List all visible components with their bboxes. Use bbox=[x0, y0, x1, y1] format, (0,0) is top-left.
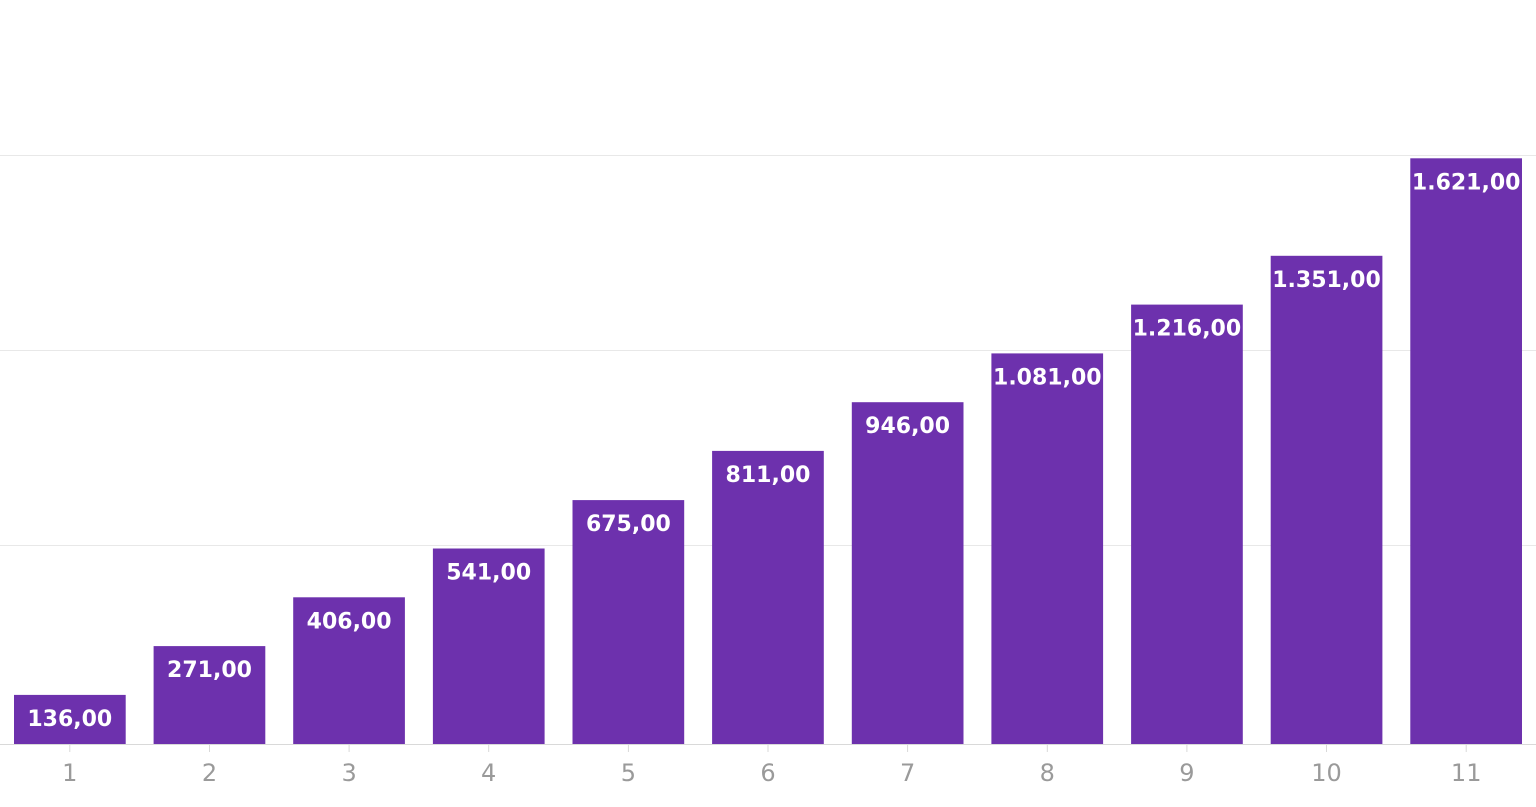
x-tick-label-1: 1 bbox=[62, 759, 77, 787]
x-tick-label-4: 4 bbox=[481, 759, 496, 787]
x-tick-label-5: 5 bbox=[621, 759, 636, 787]
bar-5[interactable] bbox=[572, 500, 685, 744]
data-label-9: 1.216,00 bbox=[1133, 317, 1242, 342]
data-label-4: 541,00 bbox=[446, 561, 531, 586]
bars bbox=[14, 158, 1522, 745]
x-axis: 1 2 3 4 5 6 7 8 9 10 11 bbox=[0, 744, 1536, 787]
data-label-2: 271,00 bbox=[167, 658, 252, 683]
bar-2[interactable] bbox=[153, 646, 266, 744]
bar-4[interactable] bbox=[432, 548, 545, 745]
data-label-1: 136,00 bbox=[27, 707, 112, 732]
bar-7[interactable] bbox=[851, 402, 964, 744]
data-labels: 136,00 271,00 406,00 541,00 675,00 811,00 946,… bbox=[27, 170, 1520, 732]
x-tick-label-3: 3 bbox=[341, 759, 356, 787]
data-label-3: 406,00 bbox=[307, 609, 392, 634]
bar-1[interactable] bbox=[14, 694, 126, 744]
bar-8[interactable] bbox=[991, 353, 1104, 744]
x-tick-label-8: 8 bbox=[1040, 759, 1055, 787]
bar-10[interactable] bbox=[1270, 255, 1383, 745]
bar-6[interactable] bbox=[712, 450, 824, 744]
bar-11[interactable] bbox=[1410, 158, 1522, 745]
data-label-6: 811,00 bbox=[726, 463, 811, 488]
x-tick-label-10: 10 bbox=[1311, 759, 1342, 787]
bar-3[interactable] bbox=[293, 597, 405, 744]
x-tick-label-6: 6 bbox=[760, 759, 775, 787]
x-tick-label-2: 2 bbox=[202, 759, 217, 787]
x-tick-label-11: 11 bbox=[1451, 759, 1482, 787]
data-label-10: 1.351,00 bbox=[1272, 268, 1381, 293]
bar-9[interactable] bbox=[1131, 304, 1243, 744]
x-tick-label-9: 9 bbox=[1179, 759, 1194, 787]
data-label-5: 675,00 bbox=[586, 512, 671, 537]
data-label-11: 1.621,00 bbox=[1412, 170, 1521, 195]
x-tick-label-7: 7 bbox=[900, 759, 915, 787]
data-label-7: 946,00 bbox=[865, 414, 950, 439]
data-label-8: 1.081,00 bbox=[993, 365, 1102, 390]
